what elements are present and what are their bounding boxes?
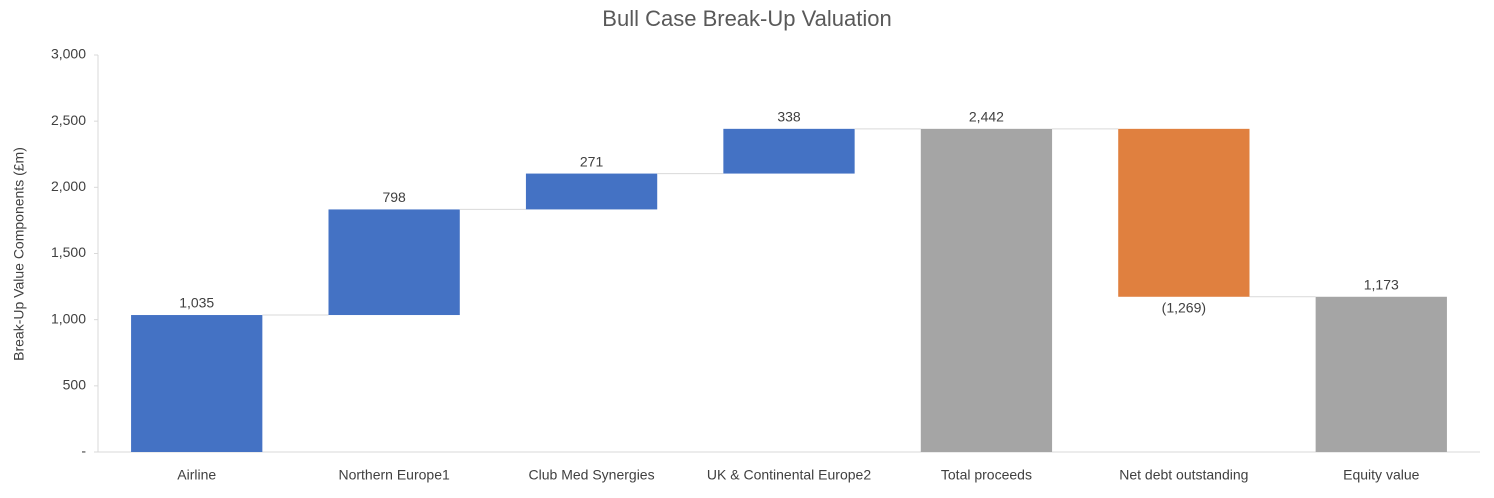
x-tick-label: Club Med Synergies	[529, 467, 655, 483]
y-tick-label: 3,000	[51, 46, 86, 62]
data-label: 798	[382, 189, 406, 205]
x-tick-label: Northern Europe1	[338, 467, 450, 483]
x-tick-label: Equity value	[1343, 467, 1419, 483]
y-tick-label: 2,500	[51, 112, 86, 128]
y-tick-label: 1,000	[51, 310, 86, 326]
data-label: (1,269)	[1162, 299, 1206, 315]
y-tick-label: 1,500	[51, 244, 86, 260]
y-tick-label: 2,000	[51, 178, 86, 194]
x-tick-label: UK & Continental Europe2	[707, 467, 871, 483]
bar	[131, 315, 263, 452]
chart-title: Bull Case Break-Up Valuation	[602, 6, 891, 31]
bar	[1315, 296, 1447, 452]
bar	[1118, 128, 1250, 297]
y-tick-label: 500	[63, 377, 87, 393]
x-tick-label: Net debt outstanding	[1119, 467, 1248, 483]
data-label: 2,442	[969, 109, 1004, 125]
data-label: 271	[580, 153, 604, 169]
bar	[525, 173, 658, 210]
data-label: 1,035	[179, 295, 214, 311]
x-tick-label: Total proceeds	[941, 467, 1032, 483]
data-label: 1,173	[1364, 276, 1399, 292]
bar	[920, 128, 1053, 453]
y-axis-label: Break-Up Value Components (£m)	[11, 147, 27, 361]
x-tick-label: Airline	[177, 467, 216, 483]
y-tick-label: -	[81, 443, 86, 459]
bar	[328, 209, 460, 316]
bar	[723, 128, 855, 174]
data-label: 338	[777, 109, 801, 125]
